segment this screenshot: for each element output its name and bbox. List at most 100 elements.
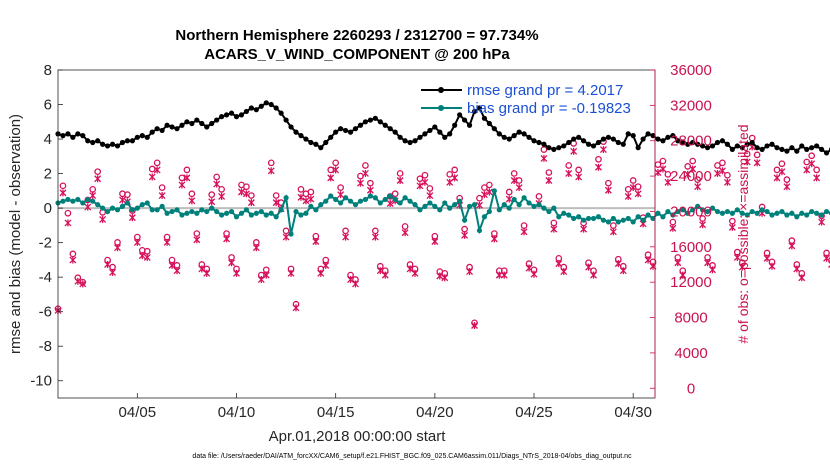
- rmse-point: [764, 143, 770, 149]
- assimilated-obs-point: [545, 177, 553, 185]
- assimilated-obs-point: [718, 167, 726, 175]
- bias-point: [90, 198, 96, 204]
- possible-obs-point: [689, 157, 697, 165]
- rmse-point: [561, 143, 567, 149]
- rmse-point: [119, 139, 126, 146]
- rmse-point: [223, 112, 230, 118]
- bias-point: [209, 205, 215, 211]
- rmse-point: [690, 139, 696, 146]
- possible-obs-point: [391, 190, 399, 198]
- rmse-point: [749, 139, 755, 146]
- bias-point: [645, 212, 651, 218]
- bias-point: [704, 208, 711, 215]
- assimilated-obs-point: [530, 270, 538, 278]
- assimilated-obs-point: [109, 268, 117, 276]
- bias-point: [238, 210, 245, 216]
- assimilated-obs-point: [634, 190, 642, 198]
- left-y-tick-label: 0: [44, 200, 52, 217]
- assimilated-obs-point: [763, 254, 771, 262]
- bias-point: [724, 208, 730, 215]
- assimilated-obs-point: [476, 201, 483, 209]
- x-tick-label: 04/05: [119, 404, 157, 421]
- assimilated-obs-point: [193, 236, 201, 244]
- bias-point: [288, 231, 294, 237]
- rmse-point: [387, 126, 393, 132]
- bias-point: [362, 196, 369, 203]
- left-y-axis-label: rmse and bias (model - observation): [7, 114, 24, 354]
- bias-point: [769, 212, 775, 218]
- rmse-point: [794, 148, 800, 154]
- chart-title-line2: ACARS_V_WIND_COMPONENT @ 200 hPa: [204, 46, 510, 63]
- rmse-point: [159, 127, 165, 134]
- assimilated-obs-point: [337, 191, 345, 199]
- bias-point: [804, 212, 810, 218]
- rmse-point: [273, 105, 279, 111]
- rmse-point: [531, 138, 537, 144]
- rmse-point: [100, 141, 106, 147]
- rmse-point: [228, 110, 235, 116]
- rmse-point: [308, 139, 314, 146]
- bias-point: [665, 208, 671, 215]
- assimilated-obs-point: [753, 159, 761, 167]
- bias-point: [65, 196, 71, 203]
- bias-point: [129, 207, 135, 213]
- rmse-point: [382, 122, 388, 128]
- legend-bias-label: bias grand pr = -0.19823: [467, 100, 631, 117]
- rmse-point: [194, 117, 200, 123]
- assimilated-obs-point: [426, 192, 434, 200]
- possible-obs-point: [773, 166, 781, 174]
- possible-obs-point: [808, 152, 816, 160]
- rmse-point: [615, 139, 621, 146]
- assimilated-obs-point: [79, 280, 87, 288]
- assimilated-obs-point: [733, 253, 741, 261]
- assimilated-obs-point: [178, 181, 186, 189]
- rmse-point: [144, 134, 150, 140]
- bias-point: [174, 207, 180, 213]
- bias-point: [749, 208, 755, 215]
- assimilated-obs-point: [312, 238, 320, 246]
- assimilated-obs-point: [644, 256, 652, 264]
- rmse-point: [754, 145, 760, 151]
- rmse-point: [134, 134, 140, 140]
- rmse-point: [154, 126, 160, 132]
- possible-obs-point: [307, 188, 315, 196]
- assimilated-obs-point: [148, 173, 156, 181]
- assimilated-obs-point: [327, 174, 335, 182]
- possible-obs-point: [153, 159, 161, 167]
- rmse-point: [481, 115, 488, 121]
- assimilated-obs-point: [357, 179, 364, 187]
- rmse-point: [437, 129, 443, 135]
- bias-point: [144, 200, 150, 206]
- bias-point: [823, 208, 830, 215]
- assimilated-obs-point: [659, 165, 667, 173]
- assimilated-obs-point: [208, 198, 216, 206]
- x-tick-label: 04/25: [515, 404, 553, 421]
- rmse-point: [243, 108, 250, 115]
- bias-point: [442, 200, 448, 206]
- bias-point: [580, 217, 587, 223]
- bias-point: [293, 208, 299, 215]
- rmse-point: [288, 124, 294, 130]
- rmse-point: [179, 122, 185, 128]
- possible-obs-point: [421, 171, 429, 179]
- rmse-point: [357, 122, 364, 128]
- right-y-tick-label: 20000: [670, 203, 712, 220]
- bias-point: [590, 215, 597, 222]
- bias-point: [199, 207, 205, 213]
- assimilated-obs-point: [793, 265, 801, 273]
- rmse-point: [556, 145, 562, 151]
- rmse-point: [328, 134, 334, 140]
- rmse-point: [447, 131, 453, 137]
- bias-point: [675, 208, 681, 215]
- assimilated-obs-point: [466, 268, 474, 276]
- assimilated-obs-point: [282, 233, 290, 241]
- assimilated-obs-point: [823, 254, 830, 262]
- assimilated-obs-point: [168, 261, 176, 269]
- rmse-point: [75, 131, 81, 137]
- possible-obs-point: [337, 184, 344, 191]
- rmse-point: [704, 145, 711, 151]
- bias-point: [417, 207, 423, 213]
- rmse-point: [789, 145, 795, 151]
- bias-point: [377, 200, 383, 206]
- bias-point: [754, 210, 760, 216]
